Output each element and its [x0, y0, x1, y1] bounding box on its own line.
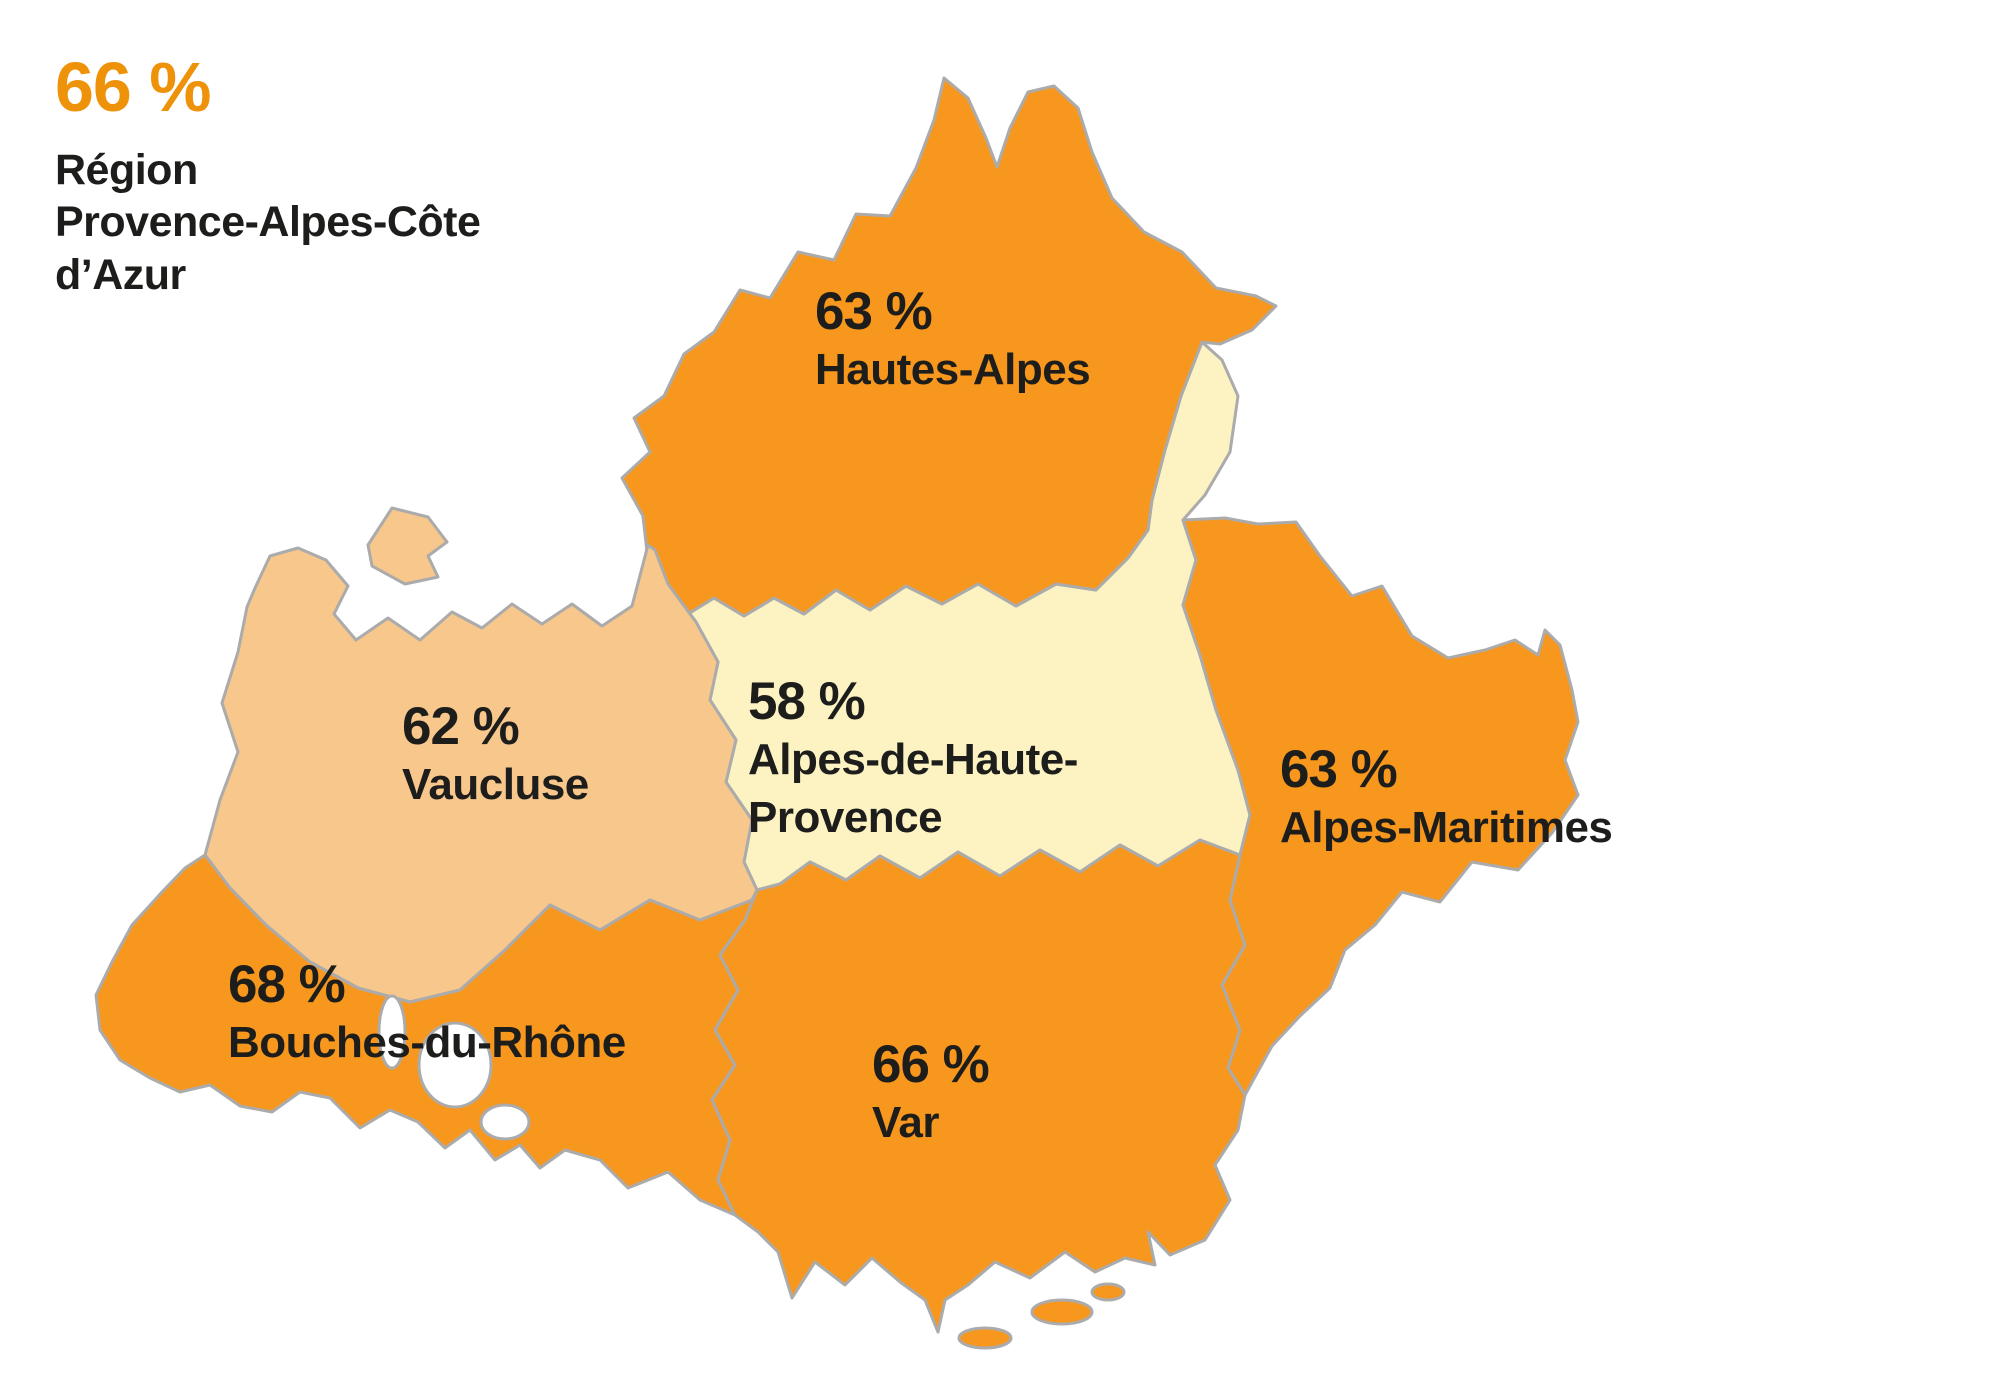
department-alpes-maritimes-shape [1181, 516, 1580, 1097]
label-alpes-maritimes: 63 % Alpes-Maritimes [1280, 740, 1613, 857]
department-name: Bouches-du-Rhône [228, 1018, 626, 1068]
department-value: 63 % [1280, 740, 1398, 799]
etang-de-berre-lake [417, 1021, 493, 1109]
department-hautes-alpes-shape [620, 76, 1278, 618]
label-alpes-de-haute-provence: 58 % Alpes-de-Haute- Provence [748, 672, 1078, 848]
label-vaucluse: 62 % Vaucluse [402, 697, 589, 814]
department-value: 62 % [402, 697, 520, 756]
department-bouches-du-rhone-shape [94, 853, 759, 1217]
department-value: 66 % [872, 1035, 990, 1094]
island-port-cros [1030, 1298, 1094, 1326]
label-bouches-du-rhone: 68 % Bouches-du-Rhône [228, 955, 626, 1072]
department-name: Alpes-Maritimes [1280, 803, 1613, 853]
region-total-name: Région Provence-Alpes-Côte d’Azur [55, 144, 481, 301]
label-hautes-alpes: 63 % Hautes-Alpes [815, 282, 1091, 399]
department-name: Alpes-de-Haute- Provence [748, 735, 1078, 843]
region-name-line-2: Provence-Alpes-Côte [55, 198, 481, 247]
region-name-line-1: Région [55, 146, 198, 194]
rhone-delta-lagoon [377, 994, 407, 1070]
coastal-inlet [479, 1103, 531, 1141]
department-name: Vaucluse [402, 760, 589, 810]
department-name: Hautes-Alpes [815, 345, 1091, 395]
department-vaucluse-exclave-shape [366, 506, 449, 586]
department-var-shape [710, 838, 1247, 1334]
department-value: 68 % [228, 955, 346, 1014]
island-porquerolles [957, 1326, 1013, 1350]
department-value: 63 % [815, 282, 933, 341]
region-total-label: 66 % Région Provence-Alpes-Côte d’Azur [55, 48, 481, 301]
region-name-line-3: d’Azur [55, 250, 186, 299]
region-total-value: 66 % [55, 48, 212, 126]
department-value: 58 % [748, 672, 866, 731]
label-var: 66 % Var [872, 1035, 990, 1152]
department-name: Var [872, 1098, 940, 1148]
island-levant [1090, 1282, 1126, 1302]
